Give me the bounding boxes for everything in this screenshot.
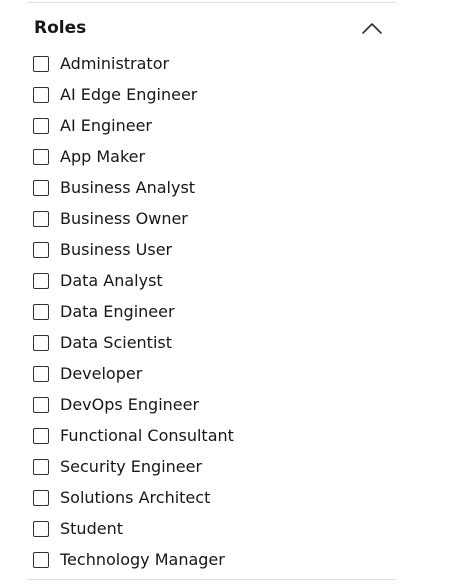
roles-filter-title: Roles: [34, 18, 87, 38]
role-checkbox[interactable]: [33, 303, 49, 320]
role-option-label: Solutions Architect: [60, 488, 211, 507]
role-checkbox[interactable]: [33, 272, 49, 289]
role-option-label: App Maker: [60, 147, 146, 166]
role-checkbox[interactable]: [33, 551, 49, 568]
role-checkbox[interactable]: [33, 179, 49, 196]
role-checkbox[interactable]: [33, 148, 49, 165]
role-option[interactable]: Developer: [33, 358, 234, 389]
role-option-label: Data Engineer: [60, 302, 175, 321]
role-option-label: Security Engineer: [60, 457, 203, 476]
role-option[interactable]: DevOps Engineer: [33, 389, 234, 420]
role-option-label: Technology Manager: [60, 550, 225, 569]
role-option-label: AI Engineer: [60, 116, 153, 135]
role-option-label: AI Edge Engineer: [60, 85, 198, 104]
role-option[interactable]: Administrator: [33, 48, 234, 79]
bottom-divider: [27, 579, 396, 580]
top-divider: [27, 2, 396, 3]
role-checkbox[interactable]: [33, 520, 49, 537]
role-option-label: DevOps Engineer: [60, 395, 200, 414]
role-checkbox[interactable]: [33, 86, 49, 103]
role-checkbox[interactable]: [33, 117, 49, 134]
role-checkbox[interactable]: [33, 396, 49, 413]
role-checkbox[interactable]: [33, 241, 49, 258]
role-option[interactable]: Data Engineer: [33, 296, 234, 327]
role-option[interactable]: Business Owner: [33, 203, 234, 234]
role-option[interactable]: Student: [33, 513, 234, 544]
role-option[interactable]: AI Edge Engineer: [33, 79, 234, 110]
role-option[interactable]: Data Analyst: [33, 265, 234, 296]
role-checkbox[interactable]: [33, 427, 49, 444]
role-option[interactable]: Security Engineer: [33, 451, 234, 482]
role-option[interactable]: Business User: [33, 234, 234, 265]
role-option-label: Business Analyst: [60, 178, 196, 197]
role-checkbox[interactable]: [33, 334, 49, 351]
role-option[interactable]: AI Engineer: [33, 110, 234, 141]
role-option-label: Data Scientist: [60, 333, 172, 352]
role-checkbox[interactable]: [33, 55, 49, 72]
role-option[interactable]: Technology Manager: [33, 544, 234, 575]
chevron-up-icon[interactable]: [360, 16, 384, 40]
roles-option-list: Administrator AI Edge Engineer AI Engineer…: [33, 48, 234, 575]
role-option-label: Data Analyst: [60, 271, 163, 290]
role-option[interactable]: Functional Consultant: [33, 420, 234, 451]
role-option-label: Business Owner: [60, 209, 188, 228]
role-option-label: Student: [60, 519, 123, 538]
role-checkbox[interactable]: [33, 365, 49, 382]
role-option[interactable]: App Maker: [33, 141, 234, 172]
role-checkbox[interactable]: [33, 210, 49, 227]
role-option[interactable]: Solutions Architect: [33, 482, 234, 513]
role-option-label: Business User: [60, 240, 173, 259]
role-option-label: Developer: [60, 364, 143, 383]
role-checkbox[interactable]: [33, 489, 49, 506]
role-option[interactable]: Business Analyst: [33, 172, 234, 203]
role-option-label: Functional Consultant: [60, 426, 234, 445]
role-option[interactable]: Data Scientist: [33, 327, 234, 358]
roles-filter-header[interactable]: Roles: [22, 10, 396, 46]
role-option-label: Administrator: [60, 54, 170, 73]
role-checkbox[interactable]: [33, 458, 49, 475]
